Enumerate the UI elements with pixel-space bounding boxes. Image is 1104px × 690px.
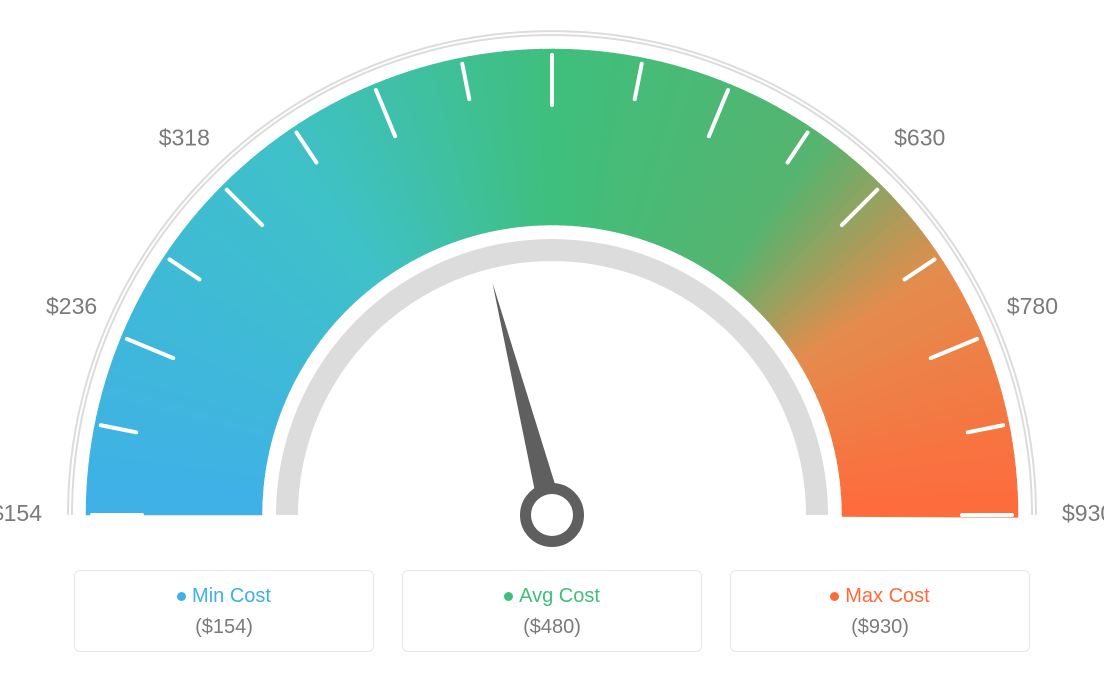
tick-label: $236 — [46, 293, 97, 319]
legend-label: Min Cost — [192, 585, 271, 607]
legend-dot-icon — [830, 592, 839, 601]
legend-title: Max Cost — [731, 585, 1029, 608]
legend-title: Min Cost — [75, 585, 373, 608]
legend-label: Max Cost — [845, 585, 929, 607]
legend-card: Avg Cost ($480) — [402, 570, 702, 652]
legend-dot-icon — [504, 592, 513, 601]
tick-label: $780 — [1007, 293, 1058, 319]
tick-label: $318 — [159, 124, 210, 150]
tick-label: $930 — [1062, 500, 1104, 526]
legend-value: ($154) — [75, 616, 373, 639]
gauge-ring — [86, 49, 1018, 517]
legend-label: Avg Cost — [519, 585, 600, 607]
legend-card: Min Cost ($154) — [74, 570, 374, 652]
legend-dot-icon — [177, 592, 186, 601]
legend-value: ($930) — [731, 616, 1029, 639]
cost-gauge-chart: $154$236$318$480$630$780$930 Min Cost($1… — [0, 0, 1104, 690]
tick-label: $154 — [0, 500, 42, 526]
legend-row: Min Cost ($154) Avg Cost ($480) Max Cost ($93… — [0, 570, 1104, 652]
legend-title: Avg Cost — [403, 585, 701, 608]
legend-value: ($480) — [403, 616, 701, 639]
legend-card: Max Cost ($930) — [730, 570, 1030, 652]
tick-label: $630 — [894, 124, 945, 150]
gauge-svg: $154$236$318$480$630$780$930 — [0, 0, 1104, 560]
gauge-needle — [492, 283, 563, 518]
gauge-area: $154$236$318$480$630$780$930 — [0, 0, 1104, 560]
